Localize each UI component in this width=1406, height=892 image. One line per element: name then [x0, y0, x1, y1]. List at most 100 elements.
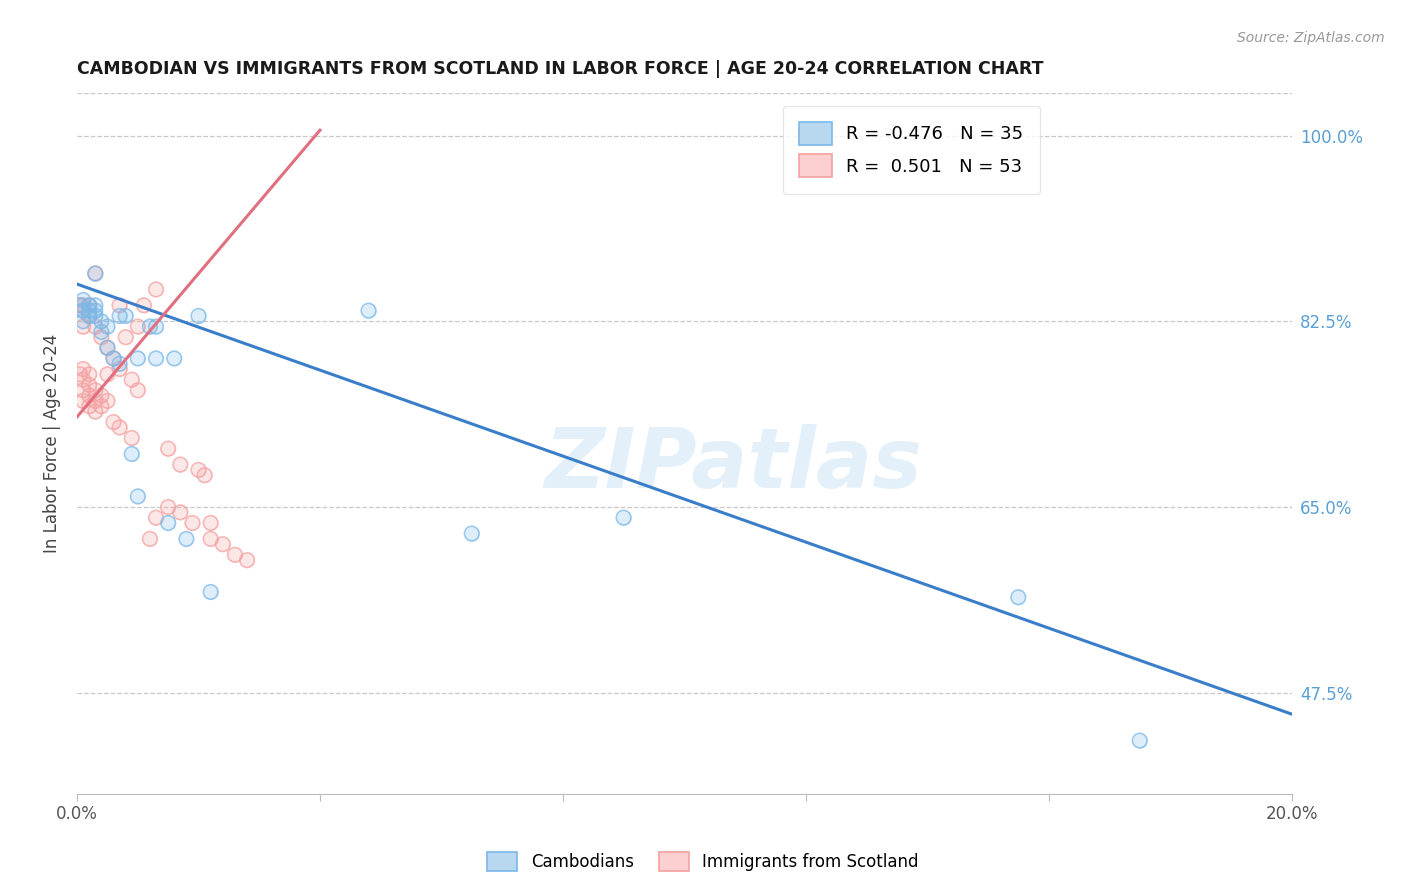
Point — [77, 298, 100, 312]
Point — [236, 553, 259, 567]
Text: CAMBODIAN VS IMMIGRANTS FROM SCOTLAND IN LABOR FORCE | AGE 20-24 CORRELATION CHA: CAMBODIAN VS IMMIGRANTS FROM SCOTLAND IN… — [77, 60, 1043, 78]
Point — [145, 510, 167, 524]
Point — [121, 373, 143, 387]
Point — [121, 431, 143, 445]
Point — [211, 537, 233, 551]
Point — [1007, 591, 1029, 605]
Point — [1129, 733, 1152, 747]
Point — [181, 516, 204, 530]
Point — [90, 388, 112, 402]
Point — [132, 298, 155, 312]
Point — [169, 505, 191, 519]
Point — [132, 298, 155, 312]
Point — [108, 420, 131, 434]
Legend: R = -0.476   N = 35, R =  0.501   N = 53: R = -0.476 N = 35, R = 0.501 N = 53 — [783, 105, 1039, 194]
Point — [96, 341, 118, 355]
Point — [84, 319, 107, 334]
Point — [72, 303, 94, 318]
Point — [84, 384, 107, 398]
Point — [187, 309, 209, 323]
Point — [77, 298, 100, 312]
Point — [72, 319, 94, 334]
Point — [145, 319, 167, 334]
Point — [72, 314, 94, 328]
Point — [77, 368, 100, 382]
Point — [90, 330, 112, 344]
Point — [77, 399, 100, 413]
Point — [77, 298, 100, 312]
Point — [96, 341, 118, 355]
Point — [77, 309, 100, 323]
Point — [90, 399, 112, 413]
Point — [121, 447, 143, 461]
Point — [72, 298, 94, 312]
Point — [181, 516, 204, 530]
Point — [127, 384, 149, 398]
Point — [77, 388, 100, 402]
Point — [108, 298, 131, 312]
Point — [236, 553, 259, 567]
Point — [108, 357, 131, 371]
Point — [114, 330, 136, 344]
Point — [96, 368, 118, 382]
Point — [157, 442, 180, 456]
Point — [84, 267, 107, 281]
Point — [103, 351, 125, 366]
Point — [72, 298, 94, 312]
Point — [84, 298, 107, 312]
Point — [90, 388, 112, 402]
Point — [72, 362, 94, 376]
Point — [194, 468, 217, 483]
Point — [96, 341, 118, 355]
Point — [72, 373, 94, 387]
Point — [103, 415, 125, 429]
Point — [72, 303, 94, 318]
Point — [72, 384, 94, 398]
Point — [84, 267, 107, 281]
Point — [69, 368, 91, 382]
Point — [1007, 591, 1029, 605]
Point — [96, 393, 118, 408]
Point — [84, 303, 107, 318]
Point — [103, 415, 125, 429]
Point — [114, 309, 136, 323]
Point — [84, 393, 107, 408]
Point — [84, 309, 107, 323]
Point — [72, 303, 94, 318]
Point — [169, 458, 191, 472]
Point — [77, 298, 100, 312]
Point — [72, 393, 94, 408]
Point — [84, 404, 107, 418]
Point — [84, 303, 107, 318]
Point — [211, 537, 233, 551]
Point — [103, 351, 125, 366]
Point — [145, 319, 167, 334]
Point — [90, 314, 112, 328]
Point — [194, 468, 217, 483]
Point — [613, 510, 636, 524]
Point — [96, 341, 118, 355]
Point — [145, 282, 167, 296]
Point — [72, 373, 94, 387]
Point — [114, 309, 136, 323]
Point — [84, 267, 107, 281]
Point — [145, 510, 167, 524]
Point — [127, 319, 149, 334]
Point — [108, 362, 131, 376]
Point — [114, 330, 136, 344]
Point — [69, 298, 91, 312]
Point — [77, 309, 100, 323]
Point — [84, 404, 107, 418]
Point — [200, 516, 222, 530]
Point — [90, 325, 112, 339]
Point — [108, 420, 131, 434]
Point — [69, 298, 91, 312]
Point — [121, 431, 143, 445]
Point — [200, 516, 222, 530]
Y-axis label: In Labor Force | Age 20-24: In Labor Force | Age 20-24 — [44, 334, 60, 553]
Point — [187, 309, 209, 323]
Point — [77, 303, 100, 318]
Point — [72, 293, 94, 307]
Point — [84, 298, 107, 312]
Text: ZIPatlas: ZIPatlas — [544, 424, 922, 505]
